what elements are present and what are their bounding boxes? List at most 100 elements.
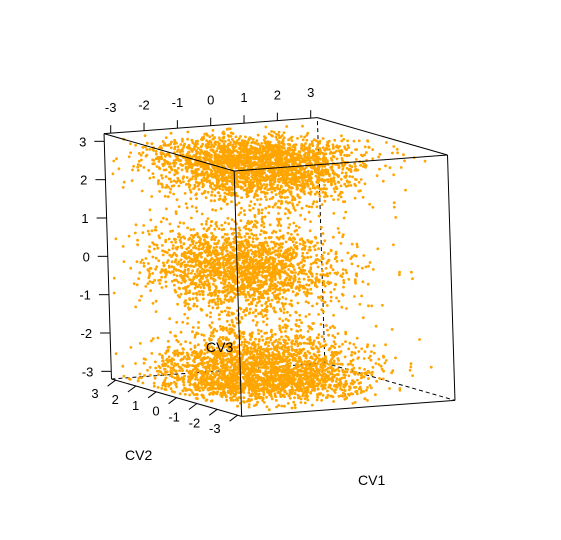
data-point	[220, 150, 224, 154]
data-point	[221, 156, 225, 160]
data-point	[234, 149, 238, 153]
data-point	[216, 300, 220, 303]
data-point	[378, 152, 382, 156]
data-point	[307, 301, 310, 305]
data-point	[171, 270, 175, 273]
data-point	[264, 136, 268, 140]
data-point	[322, 290, 326, 294]
data-point	[269, 271, 272, 275]
data-point	[230, 218, 234, 222]
data-point	[274, 310, 277, 314]
data-point	[222, 301, 226, 304]
data-point	[191, 175, 195, 179]
data-point	[195, 241, 198, 245]
data-point	[222, 264, 226, 268]
data-point	[211, 249, 215, 253]
data-point	[325, 261, 329, 265]
data-point	[309, 241, 313, 245]
data-point	[296, 179, 299, 183]
data-point	[174, 161, 178, 165]
data-point	[215, 329, 219, 333]
data-point	[288, 259, 292, 263]
data-point	[287, 268, 290, 271]
data-point	[284, 189, 288, 193]
data-point	[276, 249, 280, 253]
data-point	[296, 301, 300, 305]
data-point	[195, 270, 199, 273]
data-point	[220, 281, 223, 285]
data-point	[336, 180, 340, 184]
data-point	[289, 246, 293, 250]
data-point	[217, 144, 221, 148]
data-point	[208, 266, 212, 269]
data-point	[194, 155, 198, 159]
data-point	[209, 199, 213, 203]
data-point	[231, 298, 235, 302]
data-point	[264, 151, 268, 155]
data-point	[342, 285, 345, 289]
data-point	[211, 298, 215, 302]
data-point	[354, 177, 357, 181]
data-point	[314, 160, 318, 164]
data-point	[253, 292, 256, 295]
data-point	[209, 172, 213, 175]
data-point	[294, 175, 297, 179]
data-point	[294, 158, 297, 162]
data-point	[194, 140, 198, 143]
data-point	[198, 239, 202, 243]
data-point	[210, 190, 214, 194]
data-point	[285, 171, 289, 175]
data-point	[212, 260, 216, 264]
data-point	[185, 170, 189, 173]
data-point	[200, 276, 203, 279]
data-point	[208, 154, 211, 158]
data-point	[322, 283, 325, 287]
data-point	[223, 200, 226, 203]
data-point	[148, 250, 152, 254]
data-point	[316, 166, 320, 169]
data-point	[131, 168, 134, 172]
data-point	[151, 272, 155, 275]
data-point	[243, 153, 246, 157]
data-point	[270, 190, 274, 194]
data-point	[262, 183, 266, 186]
data-point	[243, 248, 247, 252]
data-point	[245, 285, 249, 289]
data-point	[190, 260, 194, 264]
data-point	[240, 196, 244, 200]
data-point	[195, 210, 199, 213]
data-point	[238, 289, 242, 293]
data-point	[230, 131, 234, 135]
data-point	[127, 155, 131, 159]
data-point	[190, 150, 194, 153]
data-point	[287, 163, 291, 167]
data-point	[277, 237, 281, 241]
data-point	[203, 173, 206, 177]
data-point	[275, 236, 279, 239]
data-point	[315, 157, 318, 161]
data-point	[271, 155, 275, 159]
data-point	[256, 260, 260, 264]
data-point	[264, 141, 268, 145]
data-point	[308, 143, 312, 146]
data-point	[279, 224, 283, 228]
data-point	[221, 235, 225, 239]
data-point	[278, 171, 282, 175]
data-point	[238, 233, 242, 237]
data-point	[277, 130, 281, 134]
data-point	[274, 135, 278, 139]
data-point	[203, 280, 207, 284]
data-point	[317, 247, 320, 251]
data-point	[233, 295, 237, 299]
data-point	[261, 253, 265, 257]
data-point	[308, 187, 312, 191]
data-point	[218, 197, 222, 201]
data-point	[259, 186, 263, 190]
data-point	[227, 174, 231, 178]
data-point	[279, 196, 283, 199]
data-point	[319, 226, 323, 229]
data-point	[228, 369, 232, 372]
data-point	[226, 292, 230, 295]
data-point	[335, 259, 339, 263]
data-point	[196, 173, 200, 176]
